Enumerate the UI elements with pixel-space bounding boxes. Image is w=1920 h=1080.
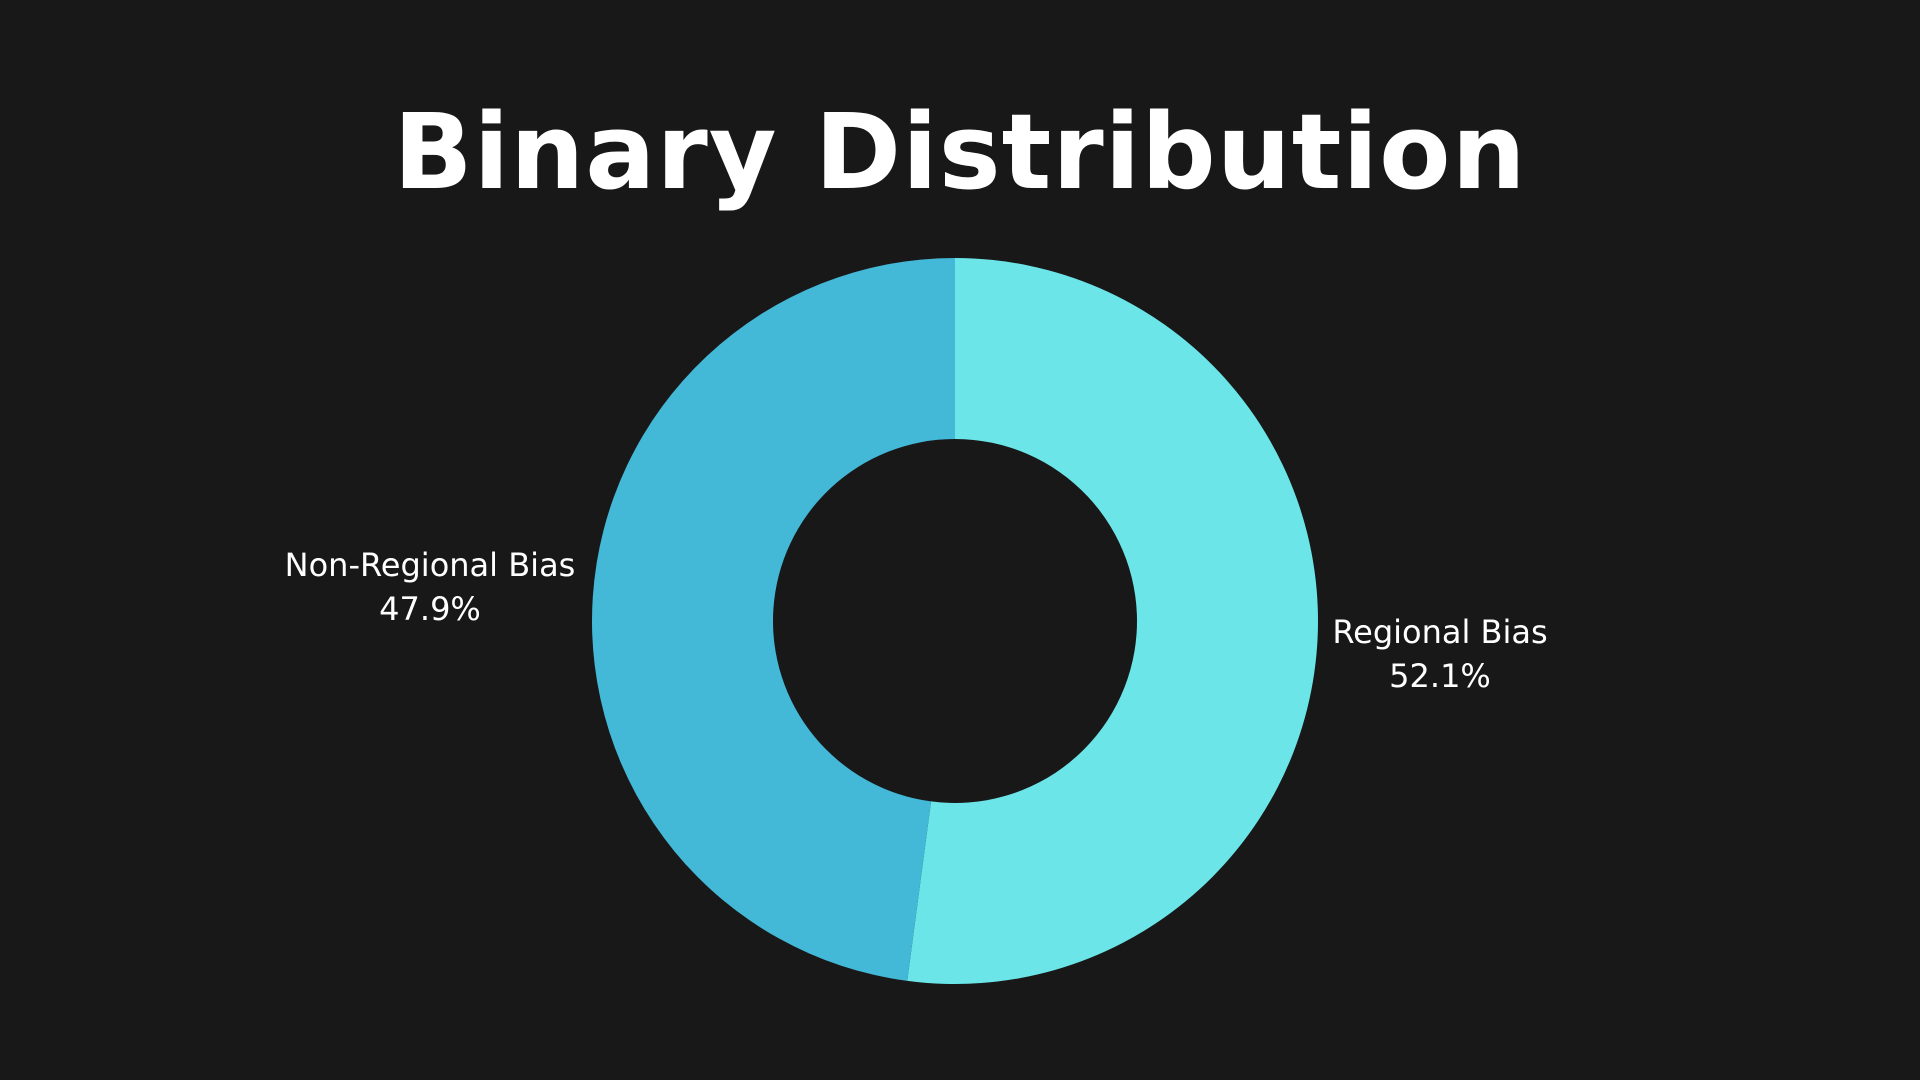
slice-label-value: 47.9% <box>379 590 481 628</box>
slice-label-name: Non-Regional Bias <box>284 546 576 584</box>
slice-label-non-regional-bias: Non-Regional Bias 47.9% <box>280 543 580 631</box>
slice-label-regional-bias: Regional Bias 52.1% <box>1290 610 1590 698</box>
slice-label-name: Regional Bias <box>1332 613 1548 651</box>
donut-slice-non-regional-bias <box>592 258 955 981</box>
slice-label-value: 52.1% <box>1389 657 1491 695</box>
donut-slice-regional-bias <box>907 258 1319 984</box>
chart-title: Binary Distribution <box>393 91 1527 213</box>
